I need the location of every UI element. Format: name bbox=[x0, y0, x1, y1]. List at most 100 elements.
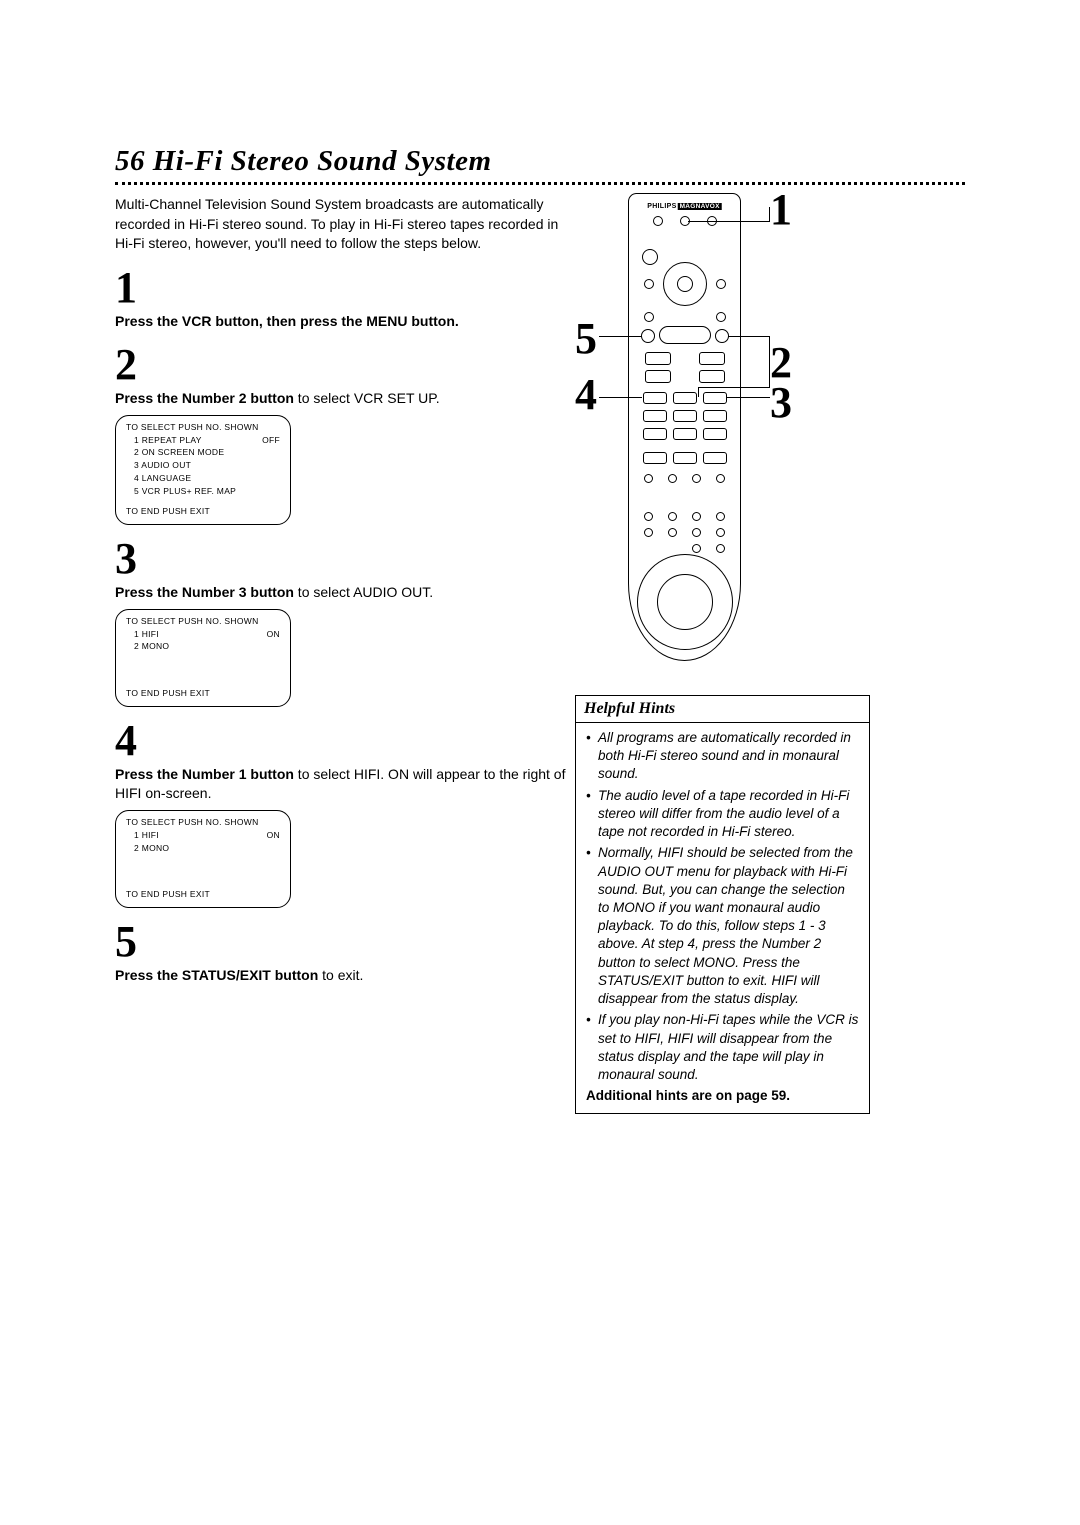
remote-button bbox=[644, 528, 653, 537]
osd-item: 3 AUDIO OUT bbox=[134, 459, 191, 472]
osd-title: TO SELECT PUSH NO. SHOWN bbox=[126, 615, 280, 628]
step-1-bold: Press the VCR button, then press the MEN… bbox=[115, 313, 459, 329]
remote-button bbox=[668, 474, 677, 483]
lead-line bbox=[599, 397, 642, 398]
step-3-text: Press the Number 3 button to select AUDI… bbox=[115, 583, 575, 603]
remote-button bbox=[692, 528, 701, 537]
step-3-bold: Press the Number 3 button bbox=[115, 584, 294, 600]
intro-paragraph: Multi-Channel Television Sound System br… bbox=[115, 195, 575, 254]
remote-button-menu bbox=[715, 329, 729, 343]
remote-button bbox=[692, 474, 701, 483]
remote-button bbox=[716, 528, 725, 537]
callout-5: 5 bbox=[575, 317, 597, 361]
callout-3: 3 bbox=[770, 381, 792, 425]
remote-num-6 bbox=[703, 410, 727, 422]
remote-button bbox=[644, 512, 653, 521]
remote-button bbox=[653, 216, 663, 226]
callout-4: 4 bbox=[575, 373, 597, 417]
osd-item: 1 REPEAT PLAY bbox=[134, 434, 202, 447]
lead-line bbox=[688, 221, 770, 222]
remote-button-power bbox=[642, 249, 658, 265]
osd-item: 5 VCR PLUS+ REF. MAP bbox=[134, 485, 236, 498]
osd-title: TO SELECT PUSH NO. SHOWN bbox=[126, 816, 280, 829]
remote-button bbox=[716, 279, 726, 289]
hints-additional: Additional hints are on page 59. bbox=[586, 1087, 859, 1105]
remote-button bbox=[716, 512, 725, 521]
remote-btn-a bbox=[643, 452, 667, 464]
step-5-rest: to exit. bbox=[318, 967, 363, 983]
remote-ch-up bbox=[645, 352, 671, 365]
hint-item: The audio level of a tape recorded in Hi… bbox=[586, 787, 859, 842]
step-1-number: 1 bbox=[115, 266, 575, 310]
step-2-rest: to select VCR SET UP. bbox=[294, 390, 440, 406]
remote-button bbox=[644, 312, 654, 322]
remote-button bbox=[716, 312, 726, 322]
brand-philips: PHILIPS bbox=[647, 203, 676, 210]
step-2-number: 2 bbox=[115, 343, 575, 387]
osd-item: 2 ON SCREEN MODE bbox=[134, 446, 224, 459]
hint-item: If you play non-Hi-Fi tapes while the VC… bbox=[586, 1011, 859, 1084]
osd-item: 1 HIFI bbox=[134, 628, 159, 641]
remote-num-0 bbox=[673, 452, 697, 464]
osd-end: TO END PUSH EXIT bbox=[126, 505, 280, 518]
lead-line bbox=[728, 336, 770, 337]
remote-button bbox=[692, 512, 701, 521]
remote-vol-up bbox=[699, 352, 725, 365]
remote-num-5 bbox=[673, 410, 697, 422]
osd-item: 2 MONO bbox=[134, 640, 169, 653]
step-2-bold: Press the Number 2 button bbox=[115, 390, 294, 406]
remote-num-1 bbox=[643, 392, 667, 404]
hint-item: All programs are automatically recorded … bbox=[586, 729, 859, 784]
osd-title: TO SELECT PUSH NO. SHOWN bbox=[126, 421, 280, 434]
step-3-number: 3 bbox=[115, 537, 575, 581]
remote-ch-down bbox=[645, 370, 671, 383]
callout-1: 1 bbox=[770, 188, 792, 232]
step-4-text: Press the Number 1 button to select HIFI… bbox=[115, 765, 575, 804]
manual-page: 56 Hi-Fi Stereo Sound System Multi-Chann… bbox=[115, 145, 965, 986]
remote-play-button bbox=[677, 276, 693, 292]
remote-btn-b bbox=[703, 452, 727, 464]
remote-num-2 bbox=[673, 392, 697, 404]
hint-item: Normally, HIFI should be selected from t… bbox=[586, 844, 859, 1008]
remote-num-4 bbox=[643, 410, 667, 422]
osd-end: TO END PUSH EXIT bbox=[126, 687, 280, 700]
osd-screen-2: TO SELECT PUSH NO. SHOWN 1 HIFION 2 MONO… bbox=[115, 609, 291, 707]
step-5-number: 5 bbox=[115, 920, 575, 964]
remote-button bbox=[692, 544, 701, 553]
lead-line bbox=[599, 336, 642, 337]
remote-arc bbox=[659, 326, 711, 344]
remote-button bbox=[644, 474, 653, 483]
step-1-text: Press the VCR button, then press the MEN… bbox=[115, 312, 575, 332]
remote-diagram: PHILIPSMAGNAVOX bbox=[575, 193, 975, 703]
remote-num-9 bbox=[703, 428, 727, 440]
remote-shuttle bbox=[637, 554, 733, 650]
osd-item: 4 LANGUAGE bbox=[134, 472, 191, 485]
remote-body: PHILIPSMAGNAVOX bbox=[628, 193, 741, 661]
osd-item: 2 MONO bbox=[134, 842, 169, 855]
osd-val: OFF bbox=[262, 434, 280, 447]
osd-screen-1: TO SELECT PUSH NO. SHOWN 1 REPEAT PLAY OF… bbox=[115, 415, 291, 525]
remote-button bbox=[668, 512, 677, 521]
remote-button bbox=[716, 544, 725, 553]
remote-num-7 bbox=[643, 428, 667, 440]
remote-num-3 bbox=[703, 392, 727, 404]
lead-line bbox=[727, 397, 770, 398]
remote-num-8 bbox=[673, 428, 697, 440]
hints-body: All programs are automatically recorded … bbox=[576, 723, 869, 1113]
brand-label: PHILIPSMAGNAVOX bbox=[647, 203, 722, 210]
osd-item: 1 HIFI bbox=[134, 829, 159, 842]
steps-column: 1 Press the VCR button, then press the M… bbox=[115, 266, 575, 986]
step-5-text: Press the STATUS/EXIT button to exit. bbox=[115, 966, 575, 986]
step-4-bold: Press the Number 1 button bbox=[115, 766, 294, 782]
helpful-hints-box: Helpful Hints All programs are automatic… bbox=[575, 695, 870, 1114]
page-heading: 56 Hi-Fi Stereo Sound System bbox=[115, 145, 965, 185]
hints-title: Helpful Hints bbox=[576, 696, 869, 723]
remote-button bbox=[668, 528, 677, 537]
lead-line bbox=[769, 207, 770, 222]
step-2-text: Press the Number 2 button to select VCR … bbox=[115, 389, 575, 409]
osd-end: TO END PUSH EXIT bbox=[126, 888, 280, 901]
remote-button bbox=[716, 474, 725, 483]
remote-button bbox=[644, 279, 654, 289]
step-4-number: 4 bbox=[115, 719, 575, 763]
remote-vol-down bbox=[699, 370, 725, 383]
